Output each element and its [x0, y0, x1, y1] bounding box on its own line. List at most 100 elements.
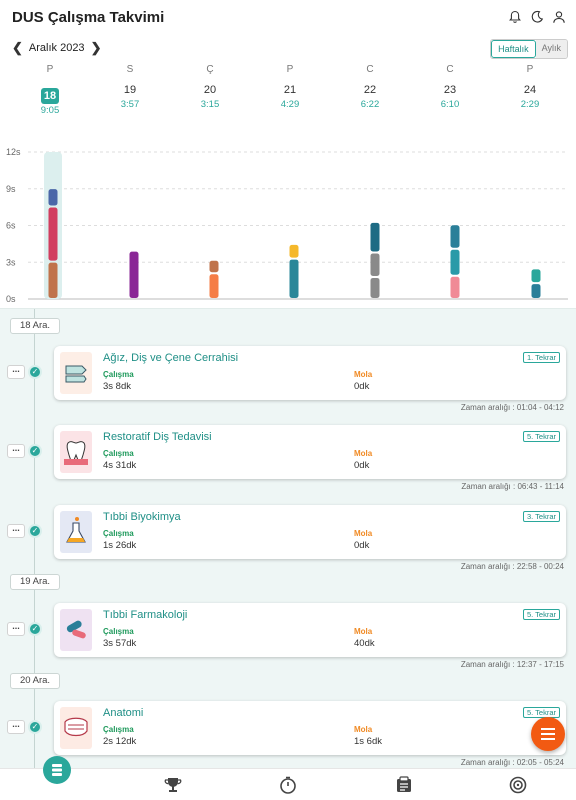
day-number: 19 — [123, 84, 137, 96]
y-tick-label: 3s — [6, 257, 16, 267]
break-duration: 40dk — [354, 638, 375, 649]
bar-segment[interactable] — [209, 274, 219, 298]
break-label: Mola — [354, 627, 373, 636]
break-duration: 1s 6dk — [354, 736, 382, 747]
day-column[interactable]: P 24 2:29 — [505, 64, 555, 110]
work-duration: 3s 8dk — [103, 381, 131, 392]
bar-segment[interactable] — [450, 276, 460, 298]
day-letter: P — [286, 64, 294, 75]
more-options-button[interactable]: ... — [7, 365, 25, 379]
month-label: Aralık 2023 — [28, 42, 85, 54]
bar-segment[interactable] — [370, 253, 380, 276]
date-chip: 19 Ara. — [10, 574, 60, 590]
month-navigator: ❮ Aralık 2023 ❯ — [12, 40, 101, 56]
prev-month-icon[interactable]: ❮ — [12, 40, 23, 55]
more-options-button[interactable]: ... — [7, 622, 25, 636]
session-card[interactable]: Anatomi 5. Tekrar Çalışma 2s 12dk Mola 1s 6dk — [54, 701, 566, 755]
session-card[interactable]: Tıbbi Farmakoloji 5. Tekrar Çalışma 3s 57dk… — [54, 603, 566, 657]
repeat-badge: 5. Tekrar — [522, 707, 560, 718]
menu-icon-bar — [541, 738, 555, 740]
bar-segment[interactable] — [450, 249, 460, 275]
menu-fab-button[interactable] — [531, 717, 565, 751]
session-card[interactable]: Tıbbi Biyokimya 3. Tekrar Çalışma 1s 26dk Mo… — [54, 505, 566, 559]
trophy-icon[interactable] — [163, 775, 183, 795]
check-icon: ✓ — [28, 444, 42, 458]
day-column[interactable]: Ç 20 3:15 — [185, 64, 235, 110]
monthly-view-button[interactable]: Aylık — [535, 40, 567, 58]
day-column[interactable]: P 21 4:29 — [265, 64, 315, 110]
bar-segment[interactable] — [531, 284, 541, 298]
break-label: Mola — [354, 449, 373, 458]
bar-segment[interactable] — [450, 225, 460, 248]
repeat-badge: 5. Tekrar — [522, 609, 560, 620]
check-icon: ✓ — [28, 720, 42, 734]
bar-segment[interactable] — [370, 277, 380, 298]
time-range: Zaman aralığı : 02:05 - 05:24 — [460, 758, 564, 767]
next-month-icon[interactable]: ❯ — [90, 40, 102, 55]
day-number: 23 — [443, 84, 457, 96]
bell-icon[interactable] — [508, 10, 522, 24]
timer-icon[interactable] — [278, 775, 298, 795]
bar-segment[interactable] — [370, 222, 380, 252]
app-header: DUS Çalışma Takvimi — [0, 0, 576, 36]
weekly-view-button[interactable]: Haftalık — [491, 40, 536, 58]
session-title: Tıbbi Biyokimya — [103, 511, 181, 523]
break-duration: 0dk — [354, 460, 370, 471]
session-card[interactable]: Restoratif Diş Tedavisi 5. Tekrar Çalışma 4… — [54, 425, 566, 479]
day-total-time: 6:10 — [440, 99, 460, 110]
view-toggle: Haftalık Aylık — [490, 39, 568, 59]
more-options-button[interactable]: ... — [7, 524, 25, 538]
bar-segment[interactable] — [289, 259, 299, 298]
bar-segment[interactable] — [48, 207, 58, 261]
day-total-time: 3:15 — [200, 99, 220, 110]
day-column[interactable]: S 19 3:57 — [105, 64, 155, 110]
bar-segment[interactable] — [289, 244, 299, 258]
day-number: 21 — [283, 84, 297, 96]
check-icon: ✓ — [28, 365, 42, 379]
bar-segment[interactable] — [129, 251, 139, 298]
more-options-button[interactable]: ... — [7, 720, 25, 734]
day-column[interactable]: C 22 6:22 — [345, 64, 395, 110]
work-label: Çalışma — [103, 370, 134, 379]
chart-svg: 0s 3s 6s 9s 12s — [6, 147, 568, 304]
day-column[interactable]: P 18 9:05 — [25, 64, 75, 116]
work-duration: 2s 12dk — [103, 736, 137, 747]
more-options-button[interactable]: ... — [7, 444, 25, 458]
session-title: Ağız, Diş ve Çene Cerrahisi — [103, 352, 239, 364]
work-label: Çalışma — [103, 529, 134, 538]
tooth-icon — [60, 431, 92, 473]
notes-icon[interactable] — [394, 775, 414, 795]
bar-segment[interactable] — [209, 260, 219, 273]
work-label: Çalışma — [103, 449, 134, 458]
day-total-time: 6:22 — [360, 99, 380, 110]
check-icon: ✓ — [28, 524, 42, 538]
day-letter: S — [126, 64, 134, 75]
break-label: Mola — [354, 529, 373, 538]
day-letter: P — [526, 64, 534, 75]
break-label: Mola — [354, 370, 373, 379]
day-total-time: 3:57 — [120, 99, 140, 110]
session-card[interactable]: Ağız, Diş ve Çene Cerrahisi 1. Tekrar Çalı… — [54, 346, 566, 400]
day-total-time: 9:05 — [40, 105, 60, 116]
user-icon[interactable] — [552, 10, 566, 24]
bar-segment[interactable] — [48, 189, 58, 206]
work-duration: 4s 31dk — [103, 460, 137, 471]
menu-icon-bar — [541, 733, 555, 735]
date-chip: 18 Ara. — [10, 318, 60, 334]
day-column[interactable]: C 23 6:10 — [425, 64, 475, 110]
day-number: 22 — [363, 84, 377, 96]
session-title: Restoratif Diş Tedavisi — [103, 431, 212, 443]
menu-icon-bar — [541, 728, 555, 730]
session-list: 18 Ara. 19 Ara. 20 Ara.... ✓ Ağız, Diş ve Çe… — [0, 308, 576, 768]
time-range: Zaman aralığı : 01:04 - 04:12 — [460, 403, 564, 412]
bar-segment[interactable] — [48, 262, 58, 298]
header-actions — [508, 10, 566, 24]
break-duration: 0dk — [354, 540, 370, 551]
moon-icon[interactable] — [530, 10, 544, 24]
timeline-nav-button[interactable] — [43, 756, 71, 784]
break-duration: 0dk — [354, 381, 370, 392]
bar-segment[interactable] — [531, 269, 541, 283]
flask-icon — [60, 511, 92, 553]
time-range: Zaman aralığı : 06:43 - 11:14 — [461, 482, 564, 491]
target-icon[interactable] — [508, 775, 528, 795]
